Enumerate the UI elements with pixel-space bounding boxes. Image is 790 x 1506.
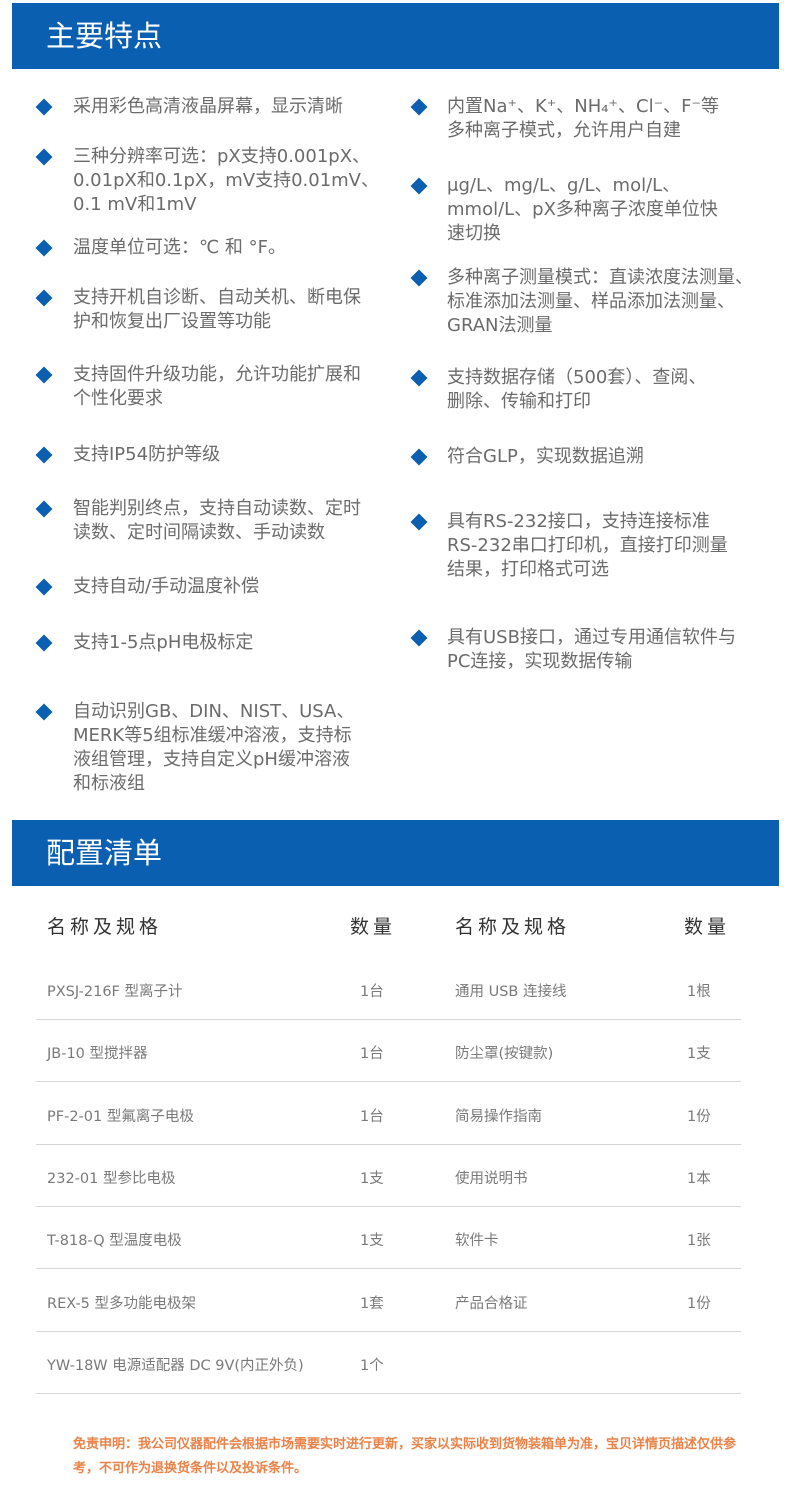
bullet-diamond-icon bbox=[35, 446, 53, 464]
feature-item: 三种分辨率可选：pX支持0.001pX、 0.01pX和0.1pX，mV支持0.… bbox=[73, 146, 379, 215]
table-cell-name: PF-2-01 型氟离子电极 bbox=[47, 1108, 194, 1125]
col-header-qty: 数量 bbox=[350, 916, 397, 938]
table-cell-qty: 1支 bbox=[687, 1046, 711, 1063]
feature-item: 符合GLP，实现数据追溯 bbox=[447, 446, 644, 467]
row-divider bbox=[36, 1330, 741, 1332]
bullet-diamond-icon bbox=[35, 578, 53, 596]
feature-item: μg/L、mg/L、g/L、mol/L、 mmol/L、pX多种离子浓度单位快 … bbox=[447, 175, 718, 244]
bullet-diamond-icon bbox=[35, 98, 53, 116]
table-cell-name: JB-10 型搅拌器 bbox=[47, 1046, 148, 1063]
table-cell-qty: 1张 bbox=[687, 1233, 711, 1250]
row-divider bbox=[36, 1392, 741, 1394]
table-cell-name: 使用说明书 bbox=[455, 1170, 528, 1187]
feature-item: 具有USB接口，通过专用通信软件与 PC连接，实现数据传输 bbox=[447, 627, 736, 672]
table-cell-qty: 1个 bbox=[360, 1357, 384, 1374]
table-cell-name: PXSJ-216F 型离子计 bbox=[47, 984, 183, 1000]
config-header: 配置清单 bbox=[12, 820, 779, 886]
row-divider bbox=[36, 1205, 741, 1207]
bullet-diamond-icon bbox=[35, 366, 53, 384]
table-cell-qty: 1本 bbox=[687, 1170, 711, 1187]
feature-item: 多种离子测量模式：直读浓度法测量、 标准添加法测量、样品添加法测量、 GRAN法… bbox=[447, 267, 753, 336]
bullet-diamond-icon bbox=[410, 629, 428, 647]
feature-item: 支持IP54防护等级 bbox=[73, 444, 221, 465]
table-cell-name: 简易操作指南 bbox=[455, 1108, 542, 1125]
table-cell-name: YW-18W 电源适配器 DC 9V(内正外负) bbox=[47, 1357, 304, 1374]
table-cell-qty: 1台 bbox=[360, 984, 384, 1000]
feature-item: 支持数据存储（500套）、查阅、 删除、传输和打印 bbox=[447, 367, 707, 412]
bullet-diamond-icon bbox=[35, 239, 53, 257]
bullet-diamond-icon bbox=[35, 148, 53, 166]
feature-item: 智能判别终点，支持自动读数、定时 读数、定时间隔读数、手动读数 bbox=[73, 498, 361, 543]
bullet-diamond-icon bbox=[410, 269, 428, 287]
table-cell-name: T-818-Q 型温度电极 bbox=[47, 1233, 182, 1250]
table-cell-qty: 1份 bbox=[687, 1108, 711, 1125]
bullet-diamond-icon bbox=[35, 703, 53, 721]
table-cell-qty: 1支 bbox=[360, 1170, 384, 1187]
table-cell-qty: 1套 bbox=[360, 1295, 384, 1312]
table-cell-qty: 1份 bbox=[687, 1295, 711, 1312]
bullet-diamond-icon bbox=[35, 289, 53, 307]
bullet-diamond-icon bbox=[410, 177, 428, 195]
feature-item: 温度单位可选：℃ 和 °F。 bbox=[73, 237, 287, 258]
feature-item: 内置Na⁺、K⁺、NH₄⁺、Cl⁻、F⁻等 多种离子模式，允许用户自建 bbox=[447, 96, 719, 141]
col-header-name: 名称及规格 bbox=[47, 916, 163, 938]
col-header-qty-2: 数量 bbox=[684, 916, 731, 938]
table-cell-name: 232-01 型参比电极 bbox=[47, 1170, 176, 1187]
table-cell-qty: 1支 bbox=[360, 1233, 384, 1250]
table-cell-qty: 1根 bbox=[687, 984, 711, 1000]
row-divider bbox=[36, 1019, 741, 1020]
table-cell-qty: 1台 bbox=[360, 1108, 384, 1125]
bullet-diamond-icon bbox=[410, 369, 428, 387]
feature-item: 具有RS-232接口，支持连接标准 RS-232串口打印机，直接打印测量 结果，… bbox=[447, 511, 728, 580]
feature-item: 采用彩色高清液晶屏幕，显示清晰 bbox=[73, 96, 343, 117]
feature-item: 支持开机自诊断、自动关机、断电保 护和恢复出厂设置等功能 bbox=[73, 287, 361, 332]
table-cell-name: REX-5 型多功能电极架 bbox=[47, 1295, 197, 1312]
row-divider bbox=[36, 1268, 741, 1270]
bullet-diamond-icon bbox=[35, 500, 53, 518]
disclaimer: 免责申明：我公司仪器配件会根据市场需要实时进行更新，买家以实际收到货物装箱单为准… bbox=[73, 1437, 737, 1476]
feature-item: 支持1-5点pH电极标定 bbox=[73, 632, 254, 653]
features-header: 主要特点 bbox=[12, 3, 779, 69]
table-cell-name: 通用 USB 连接线 bbox=[455, 984, 567, 1000]
table-cell-name: 软件卡 bbox=[455, 1233, 499, 1250]
table-cell-name: 产品合格证 bbox=[455, 1295, 528, 1312]
col-header-name-2: 名称及规格 bbox=[455, 916, 571, 938]
row-divider bbox=[36, 1143, 741, 1145]
bullet-diamond-icon bbox=[35, 634, 53, 652]
bullet-diamond-icon bbox=[410, 98, 428, 116]
row-divider bbox=[36, 1081, 741, 1083]
table-cell-qty: 1台 bbox=[360, 1046, 384, 1063]
feature-item: 支持自动/手动温度补偿 bbox=[73, 576, 260, 597]
bullet-diamond-icon bbox=[410, 448, 428, 466]
feature-item: 自动识别GB、DIN、NIST、USA、 MERK等5组标准缓冲溶液，支持标 液… bbox=[73, 701, 355, 794]
feature-item: 支持固件升级功能，允许功能扩展和 个性化要求 bbox=[73, 364, 361, 409]
bullet-diamond-icon bbox=[410, 513, 428, 531]
table-cell-name: 防尘罩(按键款) bbox=[455, 1046, 554, 1063]
